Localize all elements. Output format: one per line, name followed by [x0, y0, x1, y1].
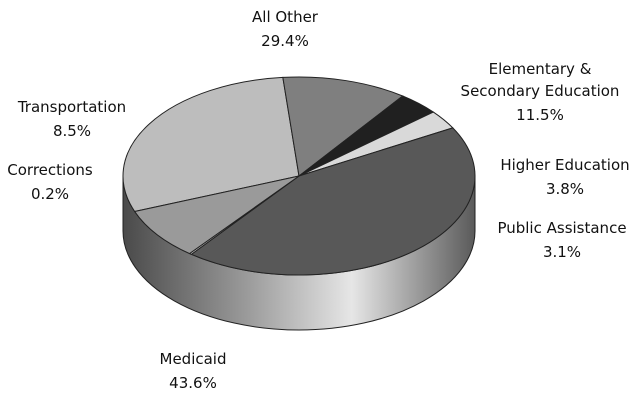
label-higher-education-value: 3.8% [546, 180, 584, 198]
label-higher-education-name: Higher Education [500, 156, 629, 174]
slice-all-other [122, 76, 300, 213]
label-all-other-name: All Other [252, 8, 319, 26]
label-education-name-line1: Elementary & [489, 60, 592, 78]
label-medicaid-value: 43.6% [169, 374, 217, 392]
label-all-other-value: 29.4% [261, 32, 309, 50]
label-public-assistance-name: Public Assistance [497, 219, 626, 237]
slice-transportation [133, 175, 300, 255]
slice-medicaid [190, 127, 476, 276]
slice-elementary-secondary-education [282, 76, 404, 177]
label-education-value: 11.5% [516, 106, 564, 124]
label-transportation-name: Transportation [17, 98, 126, 116]
label-medicaid-name: Medicaid [160, 350, 227, 368]
label-transportation-value: 8.5% [53, 122, 91, 140]
label-education-name-line2: Secondary Education [461, 82, 620, 100]
label-corrections-value: 0.2% [31, 185, 69, 203]
label-corrections-name: Corrections [7, 161, 93, 179]
label-public-assistance-value: 3.1% [543, 243, 581, 261]
